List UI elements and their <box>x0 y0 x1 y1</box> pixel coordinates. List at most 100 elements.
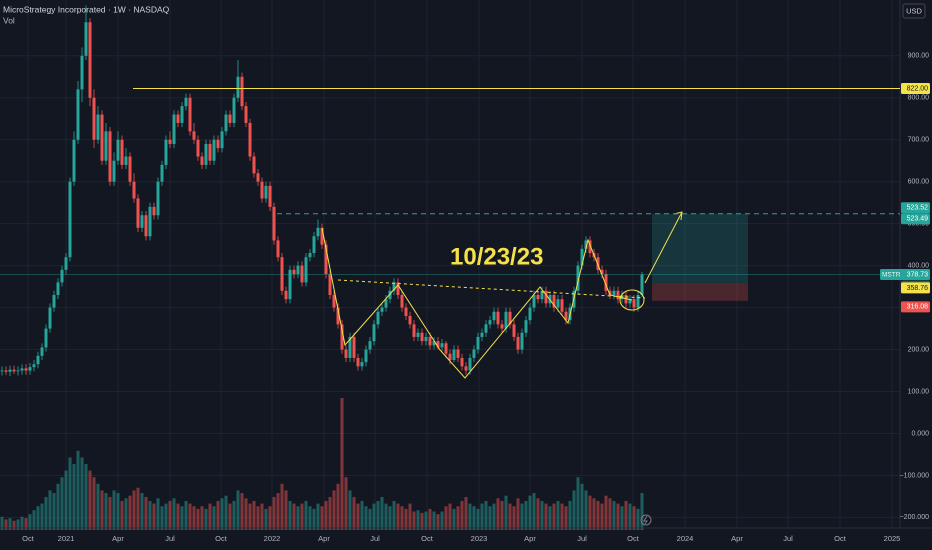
volume-bar <box>356 503 360 530</box>
candle-body <box>168 139 172 144</box>
volume-bar <box>580 483 584 530</box>
volume-bar <box>404 508 408 530</box>
candle-body <box>608 290 612 295</box>
candle-body <box>176 114 180 123</box>
y-tick-label: 200.00 <box>908 346 930 353</box>
candle-body <box>108 131 112 182</box>
candle-body <box>528 307 532 321</box>
candle-body <box>12 369 16 372</box>
candle-body <box>148 206 152 237</box>
candle-body <box>492 311 496 321</box>
volume-bar <box>248 503 252 530</box>
candle-body <box>116 139 120 161</box>
volume-bar <box>512 506 516 530</box>
candle-body <box>580 248 584 266</box>
candle-body <box>396 282 400 295</box>
volume-bar <box>628 503 632 530</box>
volume-bar <box>428 508 432 530</box>
price-label: 358.76 <box>907 285 929 292</box>
y-tick-label: 0.000 <box>911 430 929 437</box>
volume-bar <box>636 508 640 530</box>
candle-body <box>32 364 36 368</box>
volume-bar <box>420 512 424 530</box>
volume-bar <box>12 520 16 530</box>
candle-body <box>412 324 416 337</box>
candle-body <box>240 76 244 107</box>
candle-body <box>260 181 264 199</box>
candle-body <box>188 97 192 132</box>
candle-body <box>280 257 284 291</box>
volume-bar <box>368 508 372 530</box>
currency-button[interactable] <box>902 3 926 19</box>
candle-body <box>464 366 468 371</box>
axis-labels: 900.00800.00700.00600.00500.00400.00300.… <box>22 53 930 543</box>
highlight-circle <box>619 289 645 311</box>
volume-bar <box>544 503 548 530</box>
volume-bar <box>24 518 28 530</box>
volume-bar <box>576 477 580 530</box>
volume-bar <box>152 503 156 530</box>
candle-body <box>64 257 68 270</box>
volume-bar <box>268 506 272 530</box>
currency[interactable]: USD <box>906 6 922 15</box>
x-tick-label: 2023 <box>471 534 488 543</box>
volume-bar <box>56 483 60 530</box>
annotation: 10/23/23 <box>450 243 543 270</box>
volume-bar <box>208 503 212 530</box>
price-label-bg <box>901 202 930 214</box>
candle-body <box>596 257 600 270</box>
event-icon[interactable] <box>640 514 652 526</box>
volume-bar <box>224 495 228 530</box>
candle-body <box>140 215 144 228</box>
volume-bar <box>300 503 304 530</box>
volume-bar <box>600 503 604 530</box>
candle-body <box>208 143 212 161</box>
volume-bar <box>176 503 180 530</box>
candle-body <box>36 355 40 365</box>
volume-bar <box>592 498 596 530</box>
volume-bar <box>200 506 204 530</box>
candle-body <box>404 307 408 316</box>
projection-arrow <box>644 211 683 284</box>
candle-body <box>288 269 292 300</box>
y-tick-label: 700.00 <box>908 137 930 144</box>
volume-bar <box>536 498 540 530</box>
candle-body <box>544 290 548 304</box>
candle-body <box>316 227 320 237</box>
candle-body <box>368 341 372 350</box>
volume-bar <box>480 503 484 530</box>
candle-body <box>128 156 132 182</box>
y-tick-label: 600.00 <box>908 179 930 186</box>
x-tick-label: Apr <box>318 534 330 543</box>
volume-bar <box>212 506 216 530</box>
volume-bar <box>284 490 288 530</box>
volume-bar <box>584 490 588 530</box>
volume-bar <box>88 470 92 530</box>
volume-bar <box>256 506 260 530</box>
volume-bar <box>128 495 132 530</box>
candle-body <box>504 311 508 329</box>
y-tick-label: 100.00 <box>908 388 930 395</box>
volume-bar <box>472 506 476 530</box>
volume-bar <box>172 498 176 530</box>
candle-body <box>636 294 640 308</box>
volume-bar <box>616 503 620 530</box>
candle-body <box>220 131 224 149</box>
candle-body <box>252 156 256 174</box>
drawings <box>321 211 683 379</box>
volume-bar <box>136 487 140 530</box>
candle-body <box>88 22 92 98</box>
candle-body <box>92 97 96 140</box>
volume-bar <box>504 495 508 530</box>
volume-bar <box>364 506 368 530</box>
candle-body <box>524 320 528 333</box>
candle-body <box>292 269 296 275</box>
candle-body <box>392 282 396 291</box>
volume-bar <box>456 506 460 530</box>
candle-body <box>152 206 156 216</box>
candle-body <box>420 332 424 342</box>
candle-body <box>308 253 312 258</box>
volume-bar <box>148 500 152 530</box>
candle-body <box>516 336 520 350</box>
